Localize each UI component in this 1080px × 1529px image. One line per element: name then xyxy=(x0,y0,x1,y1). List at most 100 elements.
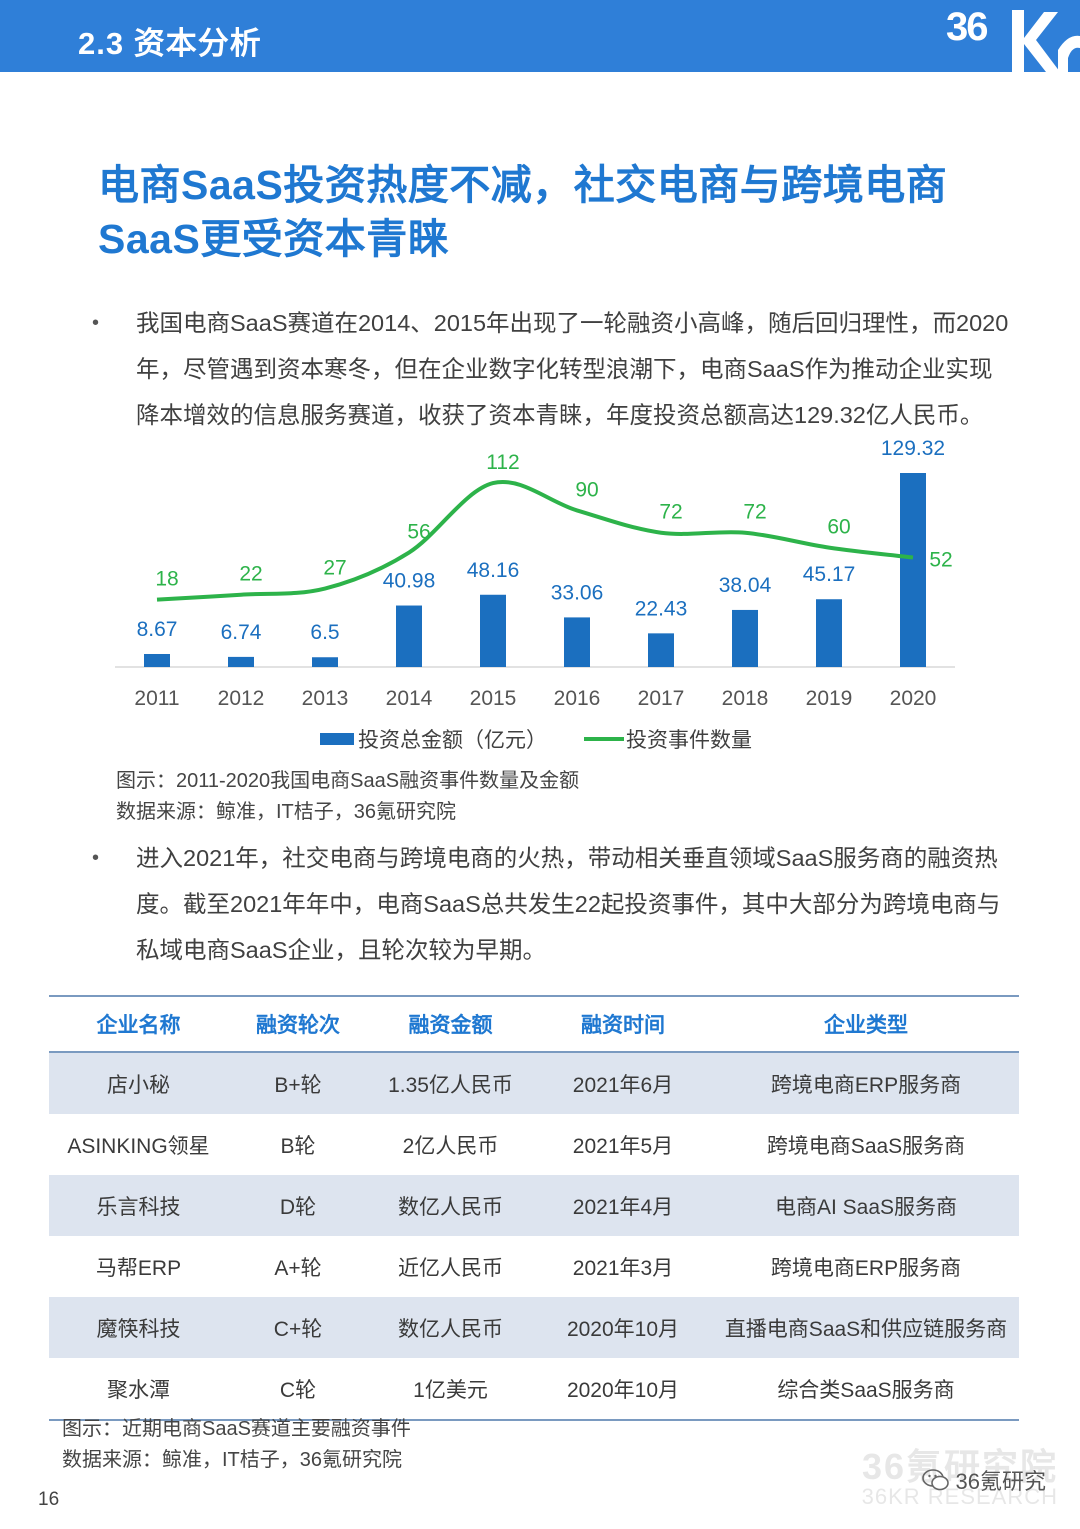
cell-company: 马帮ERP xyxy=(95,1256,182,1280)
cell-date: 2021年5月 xyxy=(572,1134,674,1158)
line-label-2016: 90 xyxy=(575,478,598,501)
cell-date: 2021年3月 xyxy=(572,1256,674,1280)
bar-2012 xyxy=(228,656,254,667)
bar-2015 xyxy=(480,594,506,667)
cell-date: 2020年10月 xyxy=(533,1297,713,1358)
x-tick-2017: 2017 xyxy=(638,687,685,710)
bar-2016 xyxy=(564,617,590,667)
cell-round: A+轮 xyxy=(274,1256,322,1280)
header-bar: 2.3 资本分析 36 xyxy=(0,0,1080,72)
bar-label-2018: 38.04 xyxy=(719,574,772,597)
table-row: 马帮ERP A+轮 近亿人民币 2021年3月 跨境电商ERP服务商 xyxy=(49,1236,1019,1297)
cell-round: B轮 xyxy=(280,1134,316,1158)
table-caption: 图示：近期电商SaaS赛道主要融资事件 xyxy=(62,1418,411,1440)
bar-2013 xyxy=(312,657,338,667)
financing-table: 企业名称 融资轮次 融资金额 融资时间 企业类型 店小秘 B+轮 1.35亿人民… xyxy=(49,995,1019,1421)
col-header-round: 融资轮次 xyxy=(228,995,368,1053)
wechat-account: 36氪研究 xyxy=(921,1464,1046,1496)
cell-company: 乐言科技 xyxy=(49,1175,228,1236)
table-row: 聚水潭 C轮 1亿美元 2020年10月 综合类SaaS服务商 xyxy=(49,1358,1019,1421)
bar-label-2013: 6.5 xyxy=(310,621,339,644)
x-tick-2019: 2019 xyxy=(806,687,853,710)
line-label-2017: 72 xyxy=(659,501,682,524)
cell-date: 2021年6月 xyxy=(533,1052,713,1114)
bar-2017 xyxy=(648,633,674,667)
cell-type: 电商AI SaaS服务商 xyxy=(713,1175,1019,1236)
x-tick-2012: 2012 xyxy=(218,687,265,710)
investment-chart: 8.67 6.74 6.5 40.98 48.16 33.06 22.43 38.04 45.1… xyxy=(115,437,955,752)
chart-caption: 图示：2011-2020我国电商SaaS融资事件数量及金额 xyxy=(116,770,580,792)
cell-date: 2021年4月 xyxy=(533,1175,713,1236)
bar-label-2011: 8.67 xyxy=(137,618,178,641)
line-label-2018: 72 xyxy=(743,501,766,524)
bar-label-2015: 48.16 xyxy=(467,559,520,582)
x-tick-2020: 2020 xyxy=(890,687,937,710)
chart-source: 数据来源：鲸准，IT桔子，36氪研究院 xyxy=(116,801,457,823)
svg-text:36: 36 xyxy=(946,5,987,49)
page-headline: 电商SaaS投资热度不减，社交电商与跨境电商SaaS更受资本青睐 xyxy=(98,162,948,262)
col-header-date: 融资时间 xyxy=(533,995,713,1053)
cell-round: D轮 xyxy=(228,1175,368,1236)
cell-round: C轮 xyxy=(228,1358,368,1421)
cell-type: 跨境电商ERP服务商 xyxy=(713,1052,1019,1114)
bar-2018 xyxy=(732,609,758,667)
line-label-2014: 56 xyxy=(407,521,430,544)
col-header-type: 企业类型 xyxy=(713,995,1019,1053)
x-tick-2013: 2013 xyxy=(302,687,349,710)
table-row: ASINKING领星 B轮 2亿人民币 2021年5月 跨境电商SaaS服务商 xyxy=(49,1114,1019,1175)
page-number: 16 xyxy=(38,1489,60,1510)
watermark-en: 36KR RESEARCH xyxy=(861,1484,1058,1509)
table-source: 数据来源：鲸准，IT桔子，36氪研究院 xyxy=(62,1449,403,1471)
cell-company: 店小秘 xyxy=(49,1052,228,1114)
bar-2014 xyxy=(396,605,422,667)
bar-label-2017: 22.43 xyxy=(635,597,688,620)
bullet-dot-icon: • xyxy=(92,847,100,869)
x-tick-2018: 2018 xyxy=(722,687,769,710)
bar-2019 xyxy=(816,599,842,667)
line-label-2020: 52 xyxy=(929,549,952,572)
cell-type: 综合类SaaS服务商 xyxy=(713,1358,1019,1421)
col-header-company: 企业名称 xyxy=(49,995,228,1053)
bar-label-2016: 33.06 xyxy=(551,581,604,604)
bar-label-2020: 129.32 xyxy=(881,437,945,460)
bar-label-2019: 45.17 xyxy=(803,563,856,586)
bullet-paragraph-1: • 我国电商SaaS赛道在2014、2015年出现了一轮融资小高峰，随后回归理性… xyxy=(92,300,1012,438)
bar-label-2014: 40.98 xyxy=(383,570,436,593)
bullet-text-2: 进入2021年，社交电商与跨境电商的火热，带动相关垂直领域SaaS服务商的融资热… xyxy=(136,845,1001,963)
table-header-row: 企业名称 融资轮次 融资金额 融资时间 企业类型 xyxy=(49,995,1019,1053)
chart-caption-block: 图示：2011-2020我国电商SaaS融资事件数量及金额 数据来源：鲸准，IT… xyxy=(116,766,579,828)
bullet-text-1: 我国电商SaaS赛道在2014、2015年出现了一轮融资小高峰，随后回归理性，而… xyxy=(136,310,1009,428)
bullet-dot-icon: • xyxy=(92,312,100,334)
wechat-icon xyxy=(921,1469,949,1491)
bar-2011 xyxy=(144,653,170,667)
bar-label-2012: 6.74 xyxy=(221,621,262,644)
cell-company: 魔筷科技 xyxy=(49,1297,228,1358)
legend-line-label: 投资事件数量 xyxy=(626,729,752,752)
research-watermark: 36氪研究院 36KR RESEARCH xyxy=(858,1438,1058,1509)
cell-amount: 数亿人民币 xyxy=(368,1297,533,1358)
bullet-paragraph-2: • 进入2021年，社交电商与跨境电商的火热，带动相关垂直领域SaaS服务商的融… xyxy=(92,835,1012,973)
table-row: 店小秘 B+轮 1.35亿人民币 2021年6月 跨境电商ERP服务商 xyxy=(49,1052,1019,1114)
line-label-2011: 18 xyxy=(155,568,178,591)
wechat-account-name: 36氪研究 xyxy=(955,1469,1046,1494)
cell-amount: 数亿人民币 xyxy=(368,1175,533,1236)
bar-2020 xyxy=(900,473,926,667)
line-label-2019: 60 xyxy=(827,516,850,539)
cell-company: 聚水潭 xyxy=(49,1358,228,1421)
cell-type: 直播电商SaaS和供应链服务商 xyxy=(713,1297,1019,1358)
cell-company: ASINKING领星 xyxy=(67,1134,210,1158)
cell-round: B+轮 xyxy=(228,1052,368,1114)
cell-amount: 1.35亿人民币 xyxy=(368,1052,533,1114)
legend-bar-swatch xyxy=(320,733,354,745)
x-tick-2011: 2011 xyxy=(134,687,179,710)
cell-type: 跨境电商ERP服务商 xyxy=(770,1256,962,1280)
x-tick-2015: 2015 xyxy=(470,687,517,710)
x-tick-2014: 2014 xyxy=(386,687,433,710)
line-label-2013: 27 xyxy=(323,557,346,580)
events-line xyxy=(156,479,914,602)
watermark-cn: 36氪研究院 xyxy=(861,1446,1058,1487)
cell-type: 跨境电商SaaS服务商 xyxy=(766,1134,966,1158)
line-label-2012: 22 xyxy=(239,563,262,586)
cell-date: 2020年10月 xyxy=(533,1358,713,1421)
cell-round: C+轮 xyxy=(228,1297,368,1358)
